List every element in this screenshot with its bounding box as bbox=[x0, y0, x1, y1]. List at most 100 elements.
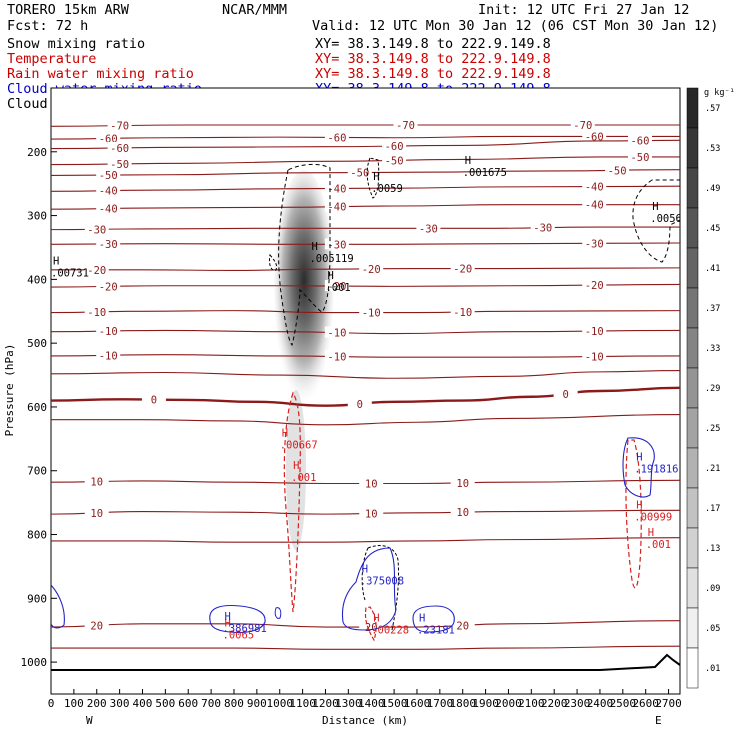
plot-area: -70 -70 -70-60 -60 -60-60 -60 -60-50 -50 -50-50-… bbox=[51, 118, 680, 671]
snow-value: .005119 bbox=[309, 253, 353, 265]
contour-label-bg bbox=[359, 306, 384, 318]
x-tick-label: 1100 bbox=[289, 697, 316, 710]
temperature-contour-label: -20 bbox=[453, 264, 472, 276]
contour-label-bg bbox=[324, 182, 349, 194]
cloud-water-max-marker: H bbox=[636, 452, 642, 464]
contour-label-bg bbox=[450, 506, 475, 518]
contour-label-bg bbox=[96, 202, 121, 214]
rain-max-marker: H bbox=[636, 500, 642, 512]
cloud-water-value: .375008 bbox=[360, 575, 404, 587]
x-tick-label: 1000 bbox=[266, 697, 293, 710]
forecast-hour: Fcst: 72 h bbox=[7, 18, 88, 34]
temperature-contour-label: -30 bbox=[585, 238, 604, 250]
colorbar-label: .17 bbox=[705, 504, 720, 514]
contour-label-bg bbox=[582, 180, 607, 192]
temperature-contour-label: -50 bbox=[110, 159, 129, 171]
cloud-ice-contour bbox=[278, 163, 331, 347]
rain-value: .00228 bbox=[371, 624, 409, 636]
y-tick-label: 900 bbox=[27, 592, 47, 605]
temperature-contour bbox=[51, 509, 680, 515]
y-tick-label: 600 bbox=[27, 401, 47, 414]
contour-label-bg bbox=[450, 262, 475, 274]
contour-label-bg bbox=[450, 476, 475, 488]
contour-label-bg bbox=[582, 237, 607, 249]
temperature-contour bbox=[51, 370, 680, 379]
cloud-ice-value: .001675 bbox=[463, 167, 507, 179]
colorbar-label: .37 bbox=[705, 304, 720, 314]
contour-label-bg bbox=[416, 222, 441, 234]
colorbar-label: .21 bbox=[705, 464, 720, 474]
contour-label-bg bbox=[393, 118, 418, 130]
contour-label-bg bbox=[582, 198, 607, 210]
temperature-contour-label: -30 bbox=[419, 223, 438, 235]
y-axis-label: Pressure (hPa) bbox=[3, 344, 16, 437]
east-label: E bbox=[655, 714, 662, 727]
field-label: Snow mixing ratio bbox=[7, 36, 145, 52]
contour-label-bg bbox=[84, 263, 109, 275]
rain-contour bbox=[625, 439, 642, 589]
rain-value: .001 bbox=[646, 539, 671, 551]
rain-max-marker: H bbox=[282, 427, 288, 439]
temperature-contour bbox=[51, 479, 680, 485]
cloud-ice-contour bbox=[632, 179, 680, 263]
colorbar-segment bbox=[686, 87, 699, 129]
temperature-contour-label: -30 bbox=[327, 239, 346, 251]
rain-max-marker: H bbox=[373, 612, 379, 624]
cloud-water-max-marker: H bbox=[362, 563, 368, 575]
contour-label-bg bbox=[141, 393, 166, 405]
cloud-water-value: .23181 bbox=[417, 624, 455, 636]
temperature-contour-label: -50 bbox=[99, 170, 118, 182]
x-tick-label: 1400 bbox=[358, 697, 385, 710]
temperature-contour-label: -60 bbox=[385, 141, 404, 153]
colorbar-segment bbox=[686, 447, 699, 489]
temperature-contour bbox=[51, 537, 680, 543]
x-tick-label: 1300 bbox=[335, 697, 362, 710]
contour-label-bg bbox=[359, 477, 384, 489]
temperature-contour-label: -60 bbox=[327, 132, 346, 144]
cloud-ice-max-marker: H bbox=[652, 201, 658, 213]
temperature-contour-label: 20 bbox=[90, 620, 103, 632]
colorbar-label: .49 bbox=[705, 184, 720, 194]
colorbar-label: .57 bbox=[705, 104, 720, 114]
temperature-contour-label: -20 bbox=[99, 281, 118, 293]
cloud-water-max-marker: H bbox=[225, 611, 231, 623]
contour-label-bg bbox=[96, 169, 121, 181]
temperature-contour-label: -40 bbox=[99, 204, 118, 216]
contour-label-bg bbox=[107, 141, 132, 153]
cloud-water-contour bbox=[274, 607, 282, 619]
snow-max-marker: H bbox=[311, 241, 317, 253]
cloud-ice-max-marker: H bbox=[373, 171, 379, 183]
contour-label-bg bbox=[96, 280, 121, 292]
contour-label-bg bbox=[107, 157, 132, 169]
contour-label-bg bbox=[96, 325, 121, 337]
cloud-water-contour bbox=[209, 604, 266, 634]
temperature-contours: -70 -70 -70-60 -60 -60-60 -60 -60-50 -50 -50-50-… bbox=[51, 118, 680, 650]
temperature-contour-label: -10 bbox=[87, 307, 106, 319]
temperature-contour-label: 10 bbox=[365, 508, 378, 520]
temperature-contour-label: 10 bbox=[456, 478, 469, 490]
temperature-contour bbox=[51, 620, 680, 628]
contour-label-bg bbox=[84, 223, 109, 235]
west-label: W bbox=[86, 714, 93, 727]
colorbar-label: .01 bbox=[705, 664, 720, 674]
temperature-contour-label: -10 bbox=[327, 328, 346, 340]
x-tick-label: 100 bbox=[64, 697, 84, 710]
x-tick-label: 600 bbox=[178, 697, 198, 710]
terrain-line bbox=[51, 653, 680, 671]
cloud-ice-max-marker: H bbox=[327, 270, 333, 282]
contour-label-bg bbox=[324, 350, 349, 362]
field-xy: XY= 38.3.149.8 to 222.9.149.8 bbox=[315, 66, 551, 82]
temperature-contour-label: -10 bbox=[327, 352, 346, 364]
cloud-ice-max-marker: H bbox=[465, 155, 471, 167]
rain-value: .0065 bbox=[223, 630, 255, 642]
rain-max-marker: H bbox=[648, 527, 654, 539]
x-tick-label: 2600 bbox=[632, 697, 659, 710]
colorbar-label: .05 bbox=[705, 624, 720, 634]
x-tick-label: 1600 bbox=[404, 697, 431, 710]
contour-label-bg bbox=[530, 221, 555, 233]
cloud-ice-contour bbox=[361, 545, 400, 631]
rain-value: .00999 bbox=[634, 512, 672, 524]
x-tick-label: 300 bbox=[110, 697, 130, 710]
